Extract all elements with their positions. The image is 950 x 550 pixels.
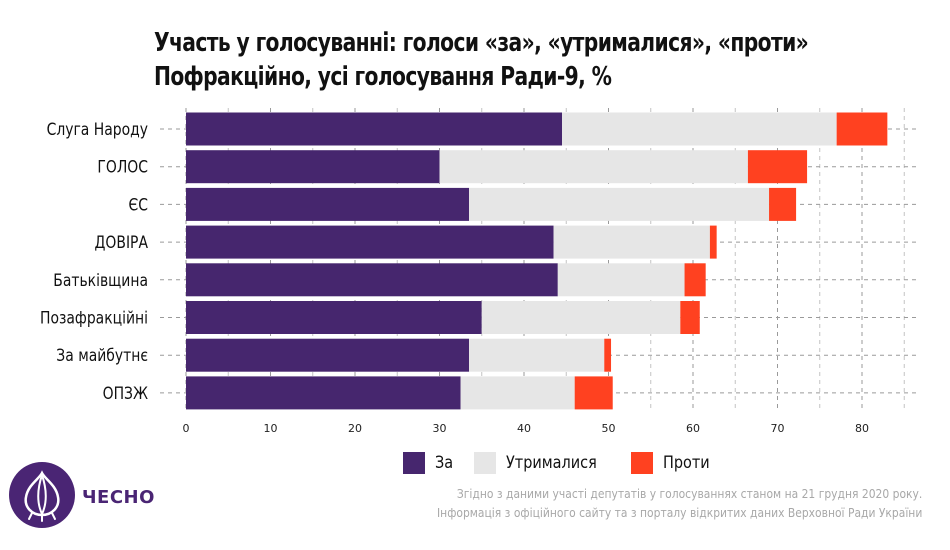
legend-label-utrymalysia: Утрималися [506, 453, 598, 473]
bar-utrymalysia [460, 376, 575, 410]
bar-za [186, 338, 470, 372]
category-label: ДОВІРА [95, 233, 149, 253]
x-tick-label: 20 [348, 422, 362, 435]
bar-proty [604, 338, 612, 372]
x-tick-label: 30 [433, 422, 447, 435]
x-tick-label: 0 [183, 422, 190, 435]
category-label: Батьківщина [53, 270, 148, 290]
bar-utrymalysia [562, 112, 837, 146]
bar-proty [769, 187, 797, 221]
bar-utrymalysia [553, 225, 710, 259]
x-tick-label: 50 [602, 422, 616, 435]
bar-utrymalysia [481, 301, 681, 334]
category-label: Позафракційні [40, 308, 148, 328]
legend-swatch-proty [631, 452, 654, 474]
legend-item-za: За [403, 452, 456, 474]
bar-za [186, 150, 440, 184]
bar-za [186, 225, 554, 259]
bar-utrymalysia [439, 150, 748, 184]
bar-za [186, 187, 470, 221]
x-tick-label: 60 [686, 422, 700, 435]
bar-proty [680, 301, 700, 334]
chart-subtitle: Пофракційно, усі голосування Ради-9, % [154, 62, 612, 92]
garlic-logo-icon [9, 462, 75, 528]
x-tick-label: 40 [517, 422, 531, 435]
bar-za [186, 263, 558, 297]
category-label: ЄС [129, 195, 148, 215]
bar-za [186, 301, 482, 334]
brand-name: ЧЕСНО [82, 487, 155, 508]
source-line-2: Інформація з офіційного сайту та з порта… [436, 505, 922, 520]
bar-proty [574, 376, 613, 410]
legend-item-proty: Проти [631, 452, 718, 474]
legend-item-utrymalysia: Утрималися [474, 452, 613, 474]
category-label: ОПЗЖ [103, 384, 149, 404]
bar-utrymalysia [469, 338, 605, 372]
bar-proty [747, 150, 808, 184]
category-label: За майбутнє [56, 346, 148, 366]
bar-proty [836, 112, 888, 146]
title-block: Участь у голосуванні: голоси «за», «утри… [154, 26, 950, 94]
category-label: ГОЛОС [97, 157, 148, 177]
x-tick-label: 80 [855, 422, 869, 435]
bar-za [186, 376, 461, 410]
legend: За Утрималися Проти [403, 452, 736, 474]
legend-label-za: За [435, 453, 454, 473]
bar-proty [684, 263, 706, 297]
legend-swatch-utrymalysia [474, 452, 497, 474]
x-tick-label: 10 [264, 422, 278, 435]
chart-title: Участь у голосуванні: голоси «за», «утри… [154, 28, 809, 58]
bar-utrymalysia [557, 263, 685, 297]
bar-utrymalysia [469, 187, 770, 221]
legend-swatch-za [403, 452, 425, 474]
bar-za [186, 112, 563, 146]
legend-label-proty: Проти [663, 453, 710, 473]
category-label: Слуга Народу [47, 120, 148, 140]
bar-proty [709, 225, 717, 259]
x-tick-label: 70 [771, 422, 785, 435]
source-note: Згідно з даними участі депутатів у голос… [437, 484, 922, 522]
source-line-1: Згідно з даними участі депутатів у голос… [456, 486, 922, 501]
